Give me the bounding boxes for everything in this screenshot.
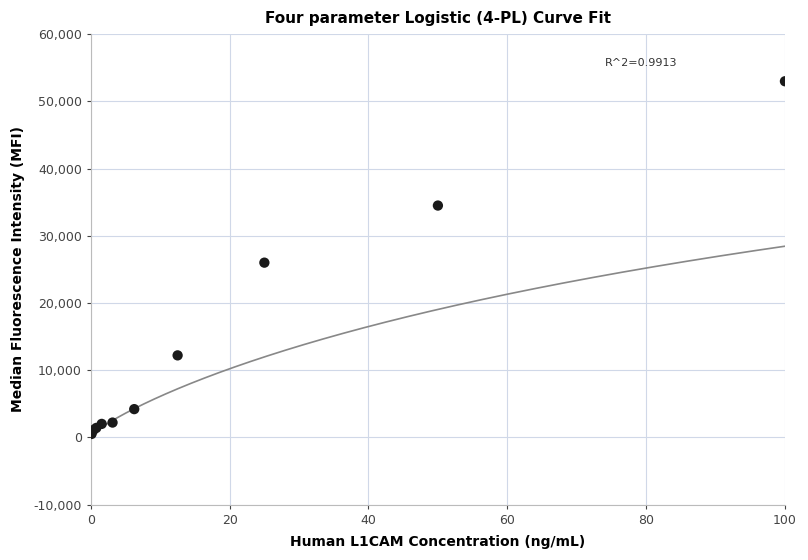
Point — [106, 418, 119, 427]
Point — [778, 77, 791, 86]
Point — [90, 423, 103, 432]
Point — [95, 419, 108, 428]
X-axis label: Human L1CAM Concentration (ng/mL): Human L1CAM Concentration (ng/mL) — [290, 535, 586, 549]
Point — [87, 426, 100, 435]
Point — [128, 405, 141, 414]
Title: Four parameter Logistic (4-PL) Curve Fit: Four parameter Logistic (4-PL) Curve Fit — [265, 11, 611, 26]
Point — [431, 201, 444, 210]
Point — [86, 427, 99, 436]
Point — [258, 258, 271, 267]
Y-axis label: Median Fluorescence Intensity (MFI): Median Fluorescence Intensity (MFI) — [11, 127, 25, 412]
Point — [171, 351, 184, 360]
Point — [85, 430, 98, 438]
Text: R^2=0.9913: R^2=0.9913 — [604, 58, 677, 68]
